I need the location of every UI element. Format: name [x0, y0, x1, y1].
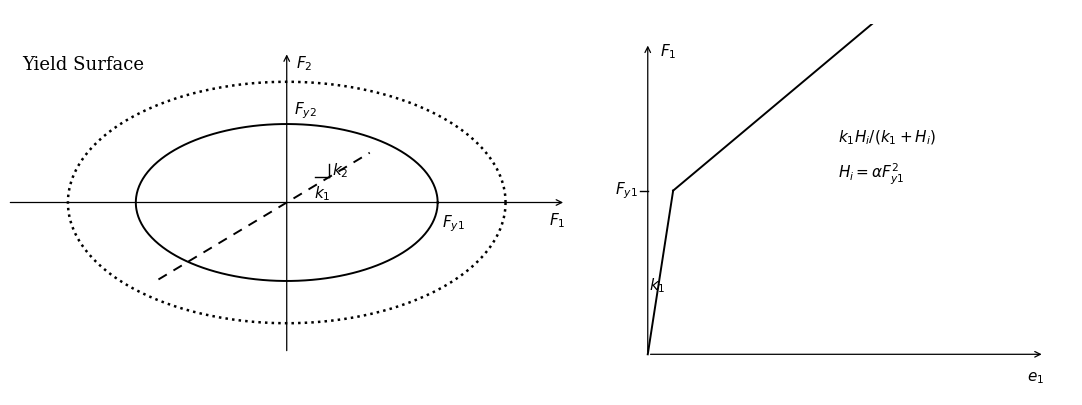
Text: $F_2$: $F_2$: [295, 55, 313, 73]
Text: Yield Surface: Yield Surface: [23, 56, 145, 74]
Text: $k_1$: $k_1$: [649, 276, 665, 295]
Text: $k_1$: $k_1$: [314, 185, 330, 203]
Text: $F_{y1}$: $F_{y1}$: [443, 213, 465, 234]
Text: $F_{y1}$: $F_{y1}$: [616, 180, 638, 201]
Text: $F_1$: $F_1$: [660, 43, 677, 62]
Text: $e_1$: $e_1$: [1028, 370, 1044, 386]
Text: $F_1$: $F_1$: [550, 211, 566, 230]
Text: $F_{y2}$: $F_{y2}$: [294, 100, 317, 121]
Text: $H_i = \alpha F_{y1}^2$: $H_i = \alpha F_{y1}^2$: [839, 162, 905, 188]
Text: $k_1H_i/(k_1 + H_i)$: $k_1H_i/(k_1 + H_i)$: [839, 129, 937, 147]
Text: $k_2$: $k_2$: [332, 161, 348, 180]
